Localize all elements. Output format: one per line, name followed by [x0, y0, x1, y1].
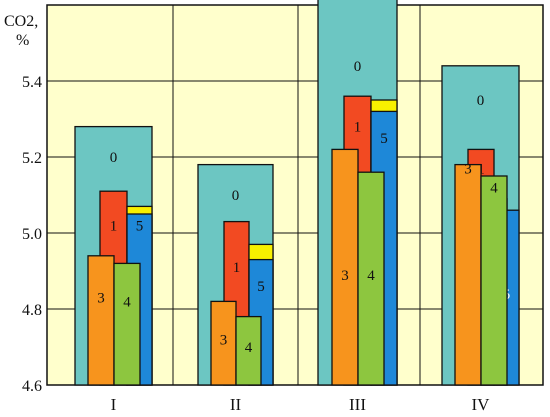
bar-series-4 [480, 175, 508, 386]
bar-label-0: 0 [477, 93, 485, 109]
bar-label-1: 1 [354, 120, 362, 136]
y-tick-label: 5.2 [22, 150, 42, 167]
x-axis-ticks: I II III IV [111, 395, 491, 414]
bar-label-4: 4 [123, 294, 131, 310]
bar-series-3 [210, 300, 237, 386]
y-tick-label: 4.6 [22, 378, 42, 395]
y-axis-unit: % [16, 32, 29, 49]
bar-label-5: 5 [380, 131, 388, 147]
bar-label-5: 5 [257, 279, 265, 295]
x-tick-label: I [111, 395, 117, 414]
bars: 012534012534012534012534 [74, 0, 520, 386]
x-tick-label: III [349, 395, 366, 414]
bar-label-3: 3 [464, 161, 472, 177]
y-tick-label: 4.8 [22, 302, 42, 319]
bar-label-4: 4 [245, 340, 253, 356]
y-tick-label: 5.0 [22, 226, 42, 243]
bar-series-4 [357, 171, 385, 386]
bar-label-0: 0 [354, 59, 362, 75]
y-axis-ticks: 4.6 4.8 5.0 5.2 5.4 [22, 74, 42, 395]
bar-label-1: 1 [233, 260, 241, 276]
bar-label-0: 0 [232, 188, 240, 204]
bar-label-3: 3 [97, 291, 105, 307]
y-axis-label: CO2, [4, 13, 38, 30]
bar-series-3 [454, 163, 482, 386]
y-tick-label: 5.4 [22, 74, 42, 91]
bar-series-4 [113, 262, 141, 386]
bar-label-5: 5 [136, 218, 144, 234]
bar-series-4 [235, 315, 262, 386]
bar-label-3: 3 [220, 332, 228, 348]
bar-series-3 [87, 255, 115, 386]
bar-label-4: 4 [490, 180, 498, 196]
bar-label-0: 0 [110, 150, 118, 166]
bar-label-1: 1 [110, 218, 118, 234]
x-tick-label: IV [472, 395, 491, 414]
bar-series-3 [331, 148, 359, 386]
x-tick-label: II [230, 395, 242, 414]
bar-label-3: 3 [341, 268, 349, 284]
bar-label-4: 4 [367, 268, 375, 284]
